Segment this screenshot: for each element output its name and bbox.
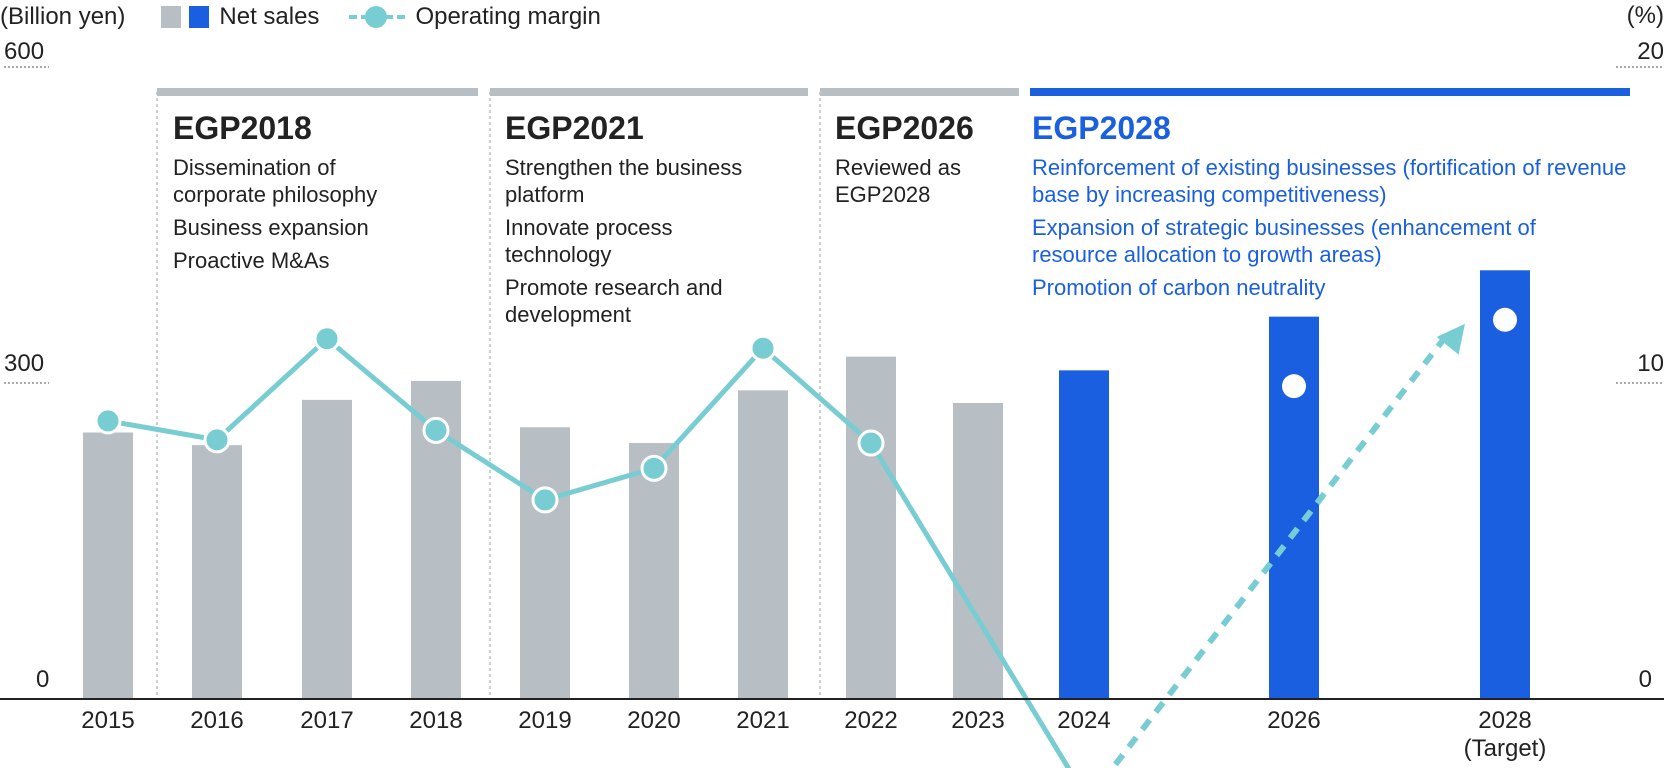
operating-margin-swatch bbox=[349, 5, 406, 29]
x-label-2026: 2026 bbox=[1224, 707, 1364, 735]
operating-margin-points bbox=[94, 307, 1517, 514]
plan-period-band bbox=[157, 88, 478, 96]
operating-margin-actual-line bbox=[107, 336, 1072, 768]
plan-period-band bbox=[820, 88, 1019, 96]
plan-title: EGP2021 bbox=[505, 110, 644, 146]
margin-point-2028 bbox=[1493, 307, 1517, 332]
x-label-2023: 2023 bbox=[908, 707, 1048, 735]
margin-point-2016 bbox=[203, 426, 231, 454]
x-label-2022: 2022 bbox=[801, 707, 941, 735]
x-label-year: 2020 bbox=[627, 707, 681, 734]
net-sales-plan-swatch bbox=[189, 6, 210, 28]
net-sales-bar-2028 bbox=[1480, 270, 1530, 699]
plan-item: Proactive M&As bbox=[173, 248, 330, 273]
net-sales-bar-2016 bbox=[192, 445, 242, 699]
x-label-year: 2018 bbox=[409, 707, 463, 734]
x-label-year: 2017 bbox=[300, 707, 354, 734]
margin-point-2022 bbox=[857, 429, 885, 457]
left-unit-label: (Billion yen) bbox=[0, 3, 126, 30]
x-label-year: 2022 bbox=[844, 707, 898, 734]
x-label-2024: 2024 bbox=[1014, 707, 1154, 735]
x-label-2018: 2018 bbox=[366, 707, 506, 735]
x-label-year: 2023 bbox=[951, 707, 1005, 734]
plan-item: Reinforcement of existing businesses (fo… bbox=[1032, 155, 1627, 207]
left-tick-0: 0 bbox=[36, 666, 50, 693]
axis-guides bbox=[4, 66, 1664, 384]
x-label-2016: 2016 bbox=[147, 707, 287, 735]
right-unit-label: (%) bbox=[1626, 2, 1664, 29]
x-label-2021: 2021 bbox=[693, 707, 833, 735]
x-label-year: 2016 bbox=[190, 707, 244, 734]
x-label-2017: 2017 bbox=[257, 707, 397, 735]
x-label-year: 2028 bbox=[1478, 707, 1532, 734]
right-tick-10: 10 bbox=[1637, 350, 1664, 377]
plan-item: Strengthen the business platform bbox=[505, 155, 743, 207]
net-sales-actual-swatch bbox=[161, 6, 182, 28]
plan-item: Reviewed as EGP2028 bbox=[835, 155, 961, 207]
plan-item: Innovate process technology bbox=[505, 215, 673, 267]
x-label-year: 2026 bbox=[1267, 707, 1321, 734]
x-label-note: (Target) bbox=[1463, 735, 1547, 762]
plan-title: EGP2026 bbox=[835, 110, 974, 146]
plan-egp2026: EGP2026 Reviewed as EGP2028 bbox=[835, 108, 1005, 214]
plan-egp2021: EGP2021 Strengthen the business platform… bbox=[505, 108, 805, 334]
net-sales-bar-2021 bbox=[738, 390, 788, 699]
right-tick-20: 20 bbox=[1637, 38, 1664, 65]
plan-item: Expansion of strategic businesses (enhan… bbox=[1032, 215, 1536, 267]
plan-item: Promotion of carbon neutrality bbox=[1032, 275, 1326, 300]
x-label-year: 2015 bbox=[81, 707, 135, 734]
forecast-arrow-head bbox=[1436, 323, 1465, 355]
margin-point-2021 bbox=[749, 334, 777, 362]
x-label-2020: 2020 bbox=[584, 707, 724, 735]
plan-period-band bbox=[490, 88, 808, 96]
left-tick-600: 600 bbox=[4, 38, 45, 65]
net-sales-bar-2023 bbox=[953, 403, 1003, 699]
plan-item: Business expansion bbox=[173, 215, 369, 240]
x-label-year: 2021 bbox=[736, 707, 790, 734]
margin-point-2019 bbox=[531, 486, 559, 514]
x-label-year: 2024 bbox=[1057, 707, 1111, 734]
x-label-2015: 2015 bbox=[38, 707, 178, 735]
margin-point-2026 bbox=[1282, 374, 1306, 399]
operating-margin-forecast-arrow bbox=[1108, 332, 1450, 768]
net-sales-bar-2019 bbox=[520, 427, 570, 699]
net-sales-bar-2022 bbox=[846, 356, 896, 699]
net-sales-bar-2024 bbox=[1059, 370, 1109, 699]
legend-net-sales: Net sales bbox=[219, 3, 320, 30]
plan-period-band bbox=[1030, 88, 1630, 96]
plan-title: EGP2028 bbox=[1032, 110, 1171, 146]
plan-egp2028: EGP2028 Reinforcement of existing busine… bbox=[1032, 108, 1632, 307]
net-sales-bar-2026 bbox=[1269, 316, 1319, 699]
x-label-2028: 2028 (Target) bbox=[1435, 707, 1575, 763]
legend-operating-margin: Operating margin bbox=[415, 3, 601, 30]
net-sales-bar-2015 bbox=[83, 432, 133, 699]
net-sales-bar-2020 bbox=[629, 443, 679, 699]
period-dividers bbox=[156, 92, 821, 699]
plan-title: EGP2018 bbox=[173, 110, 312, 146]
plan-item: Promote research and development bbox=[505, 275, 723, 327]
left-tick-300: 300 bbox=[4, 350, 45, 377]
net-sales-bars bbox=[83, 270, 1530, 699]
plan-egp2018: EGP2018 Dissemination of corporate philo… bbox=[173, 108, 473, 280]
x-label-year: 2019 bbox=[518, 707, 572, 734]
plan-item: Dissemination of corporate philosophy bbox=[173, 155, 378, 207]
margin-point-2015 bbox=[94, 407, 122, 435]
net-sales-bar-2017 bbox=[302, 399, 352, 699]
right-tick-0: 0 bbox=[1638, 666, 1652, 693]
plan-bands bbox=[157, 88, 1630, 96]
margin-point-2020 bbox=[640, 454, 668, 482]
margin-point-2017 bbox=[313, 325, 341, 353]
legend: (Billion yen) Net sales Operating margin bbox=[0, 2, 631, 32]
x-label-2019: 2019 bbox=[475, 707, 615, 735]
margin-point-2018 bbox=[422, 416, 450, 444]
